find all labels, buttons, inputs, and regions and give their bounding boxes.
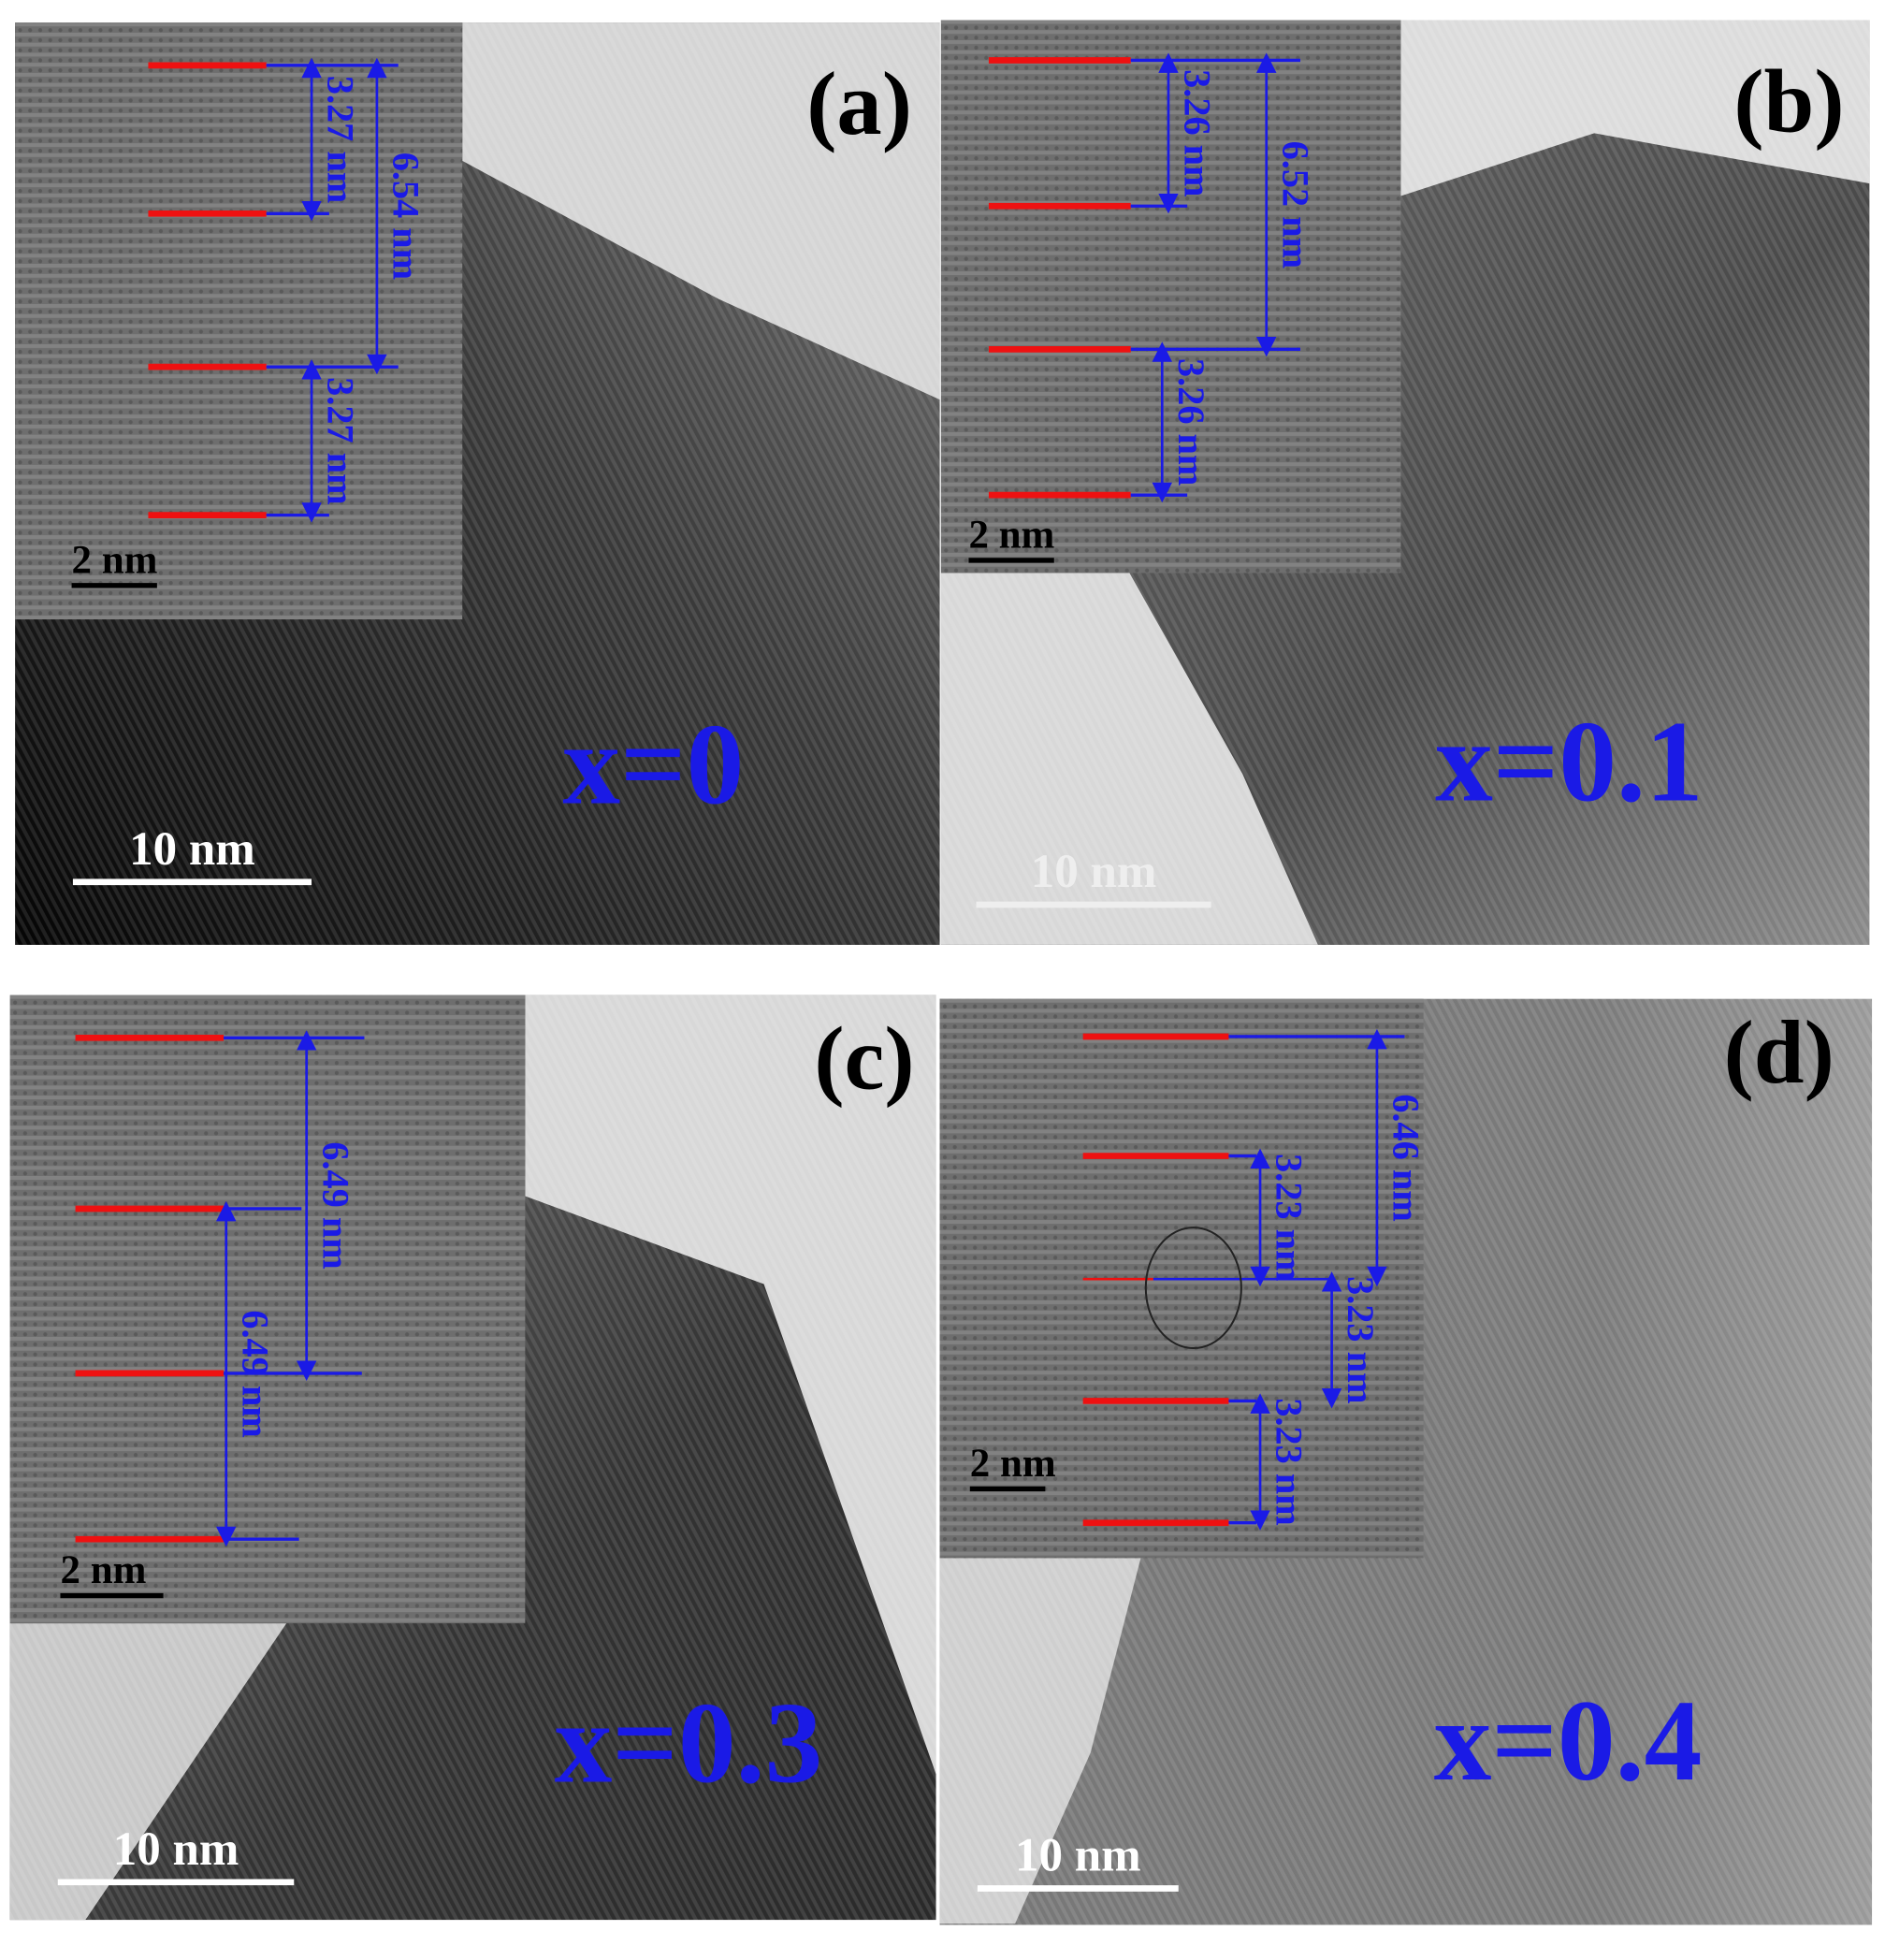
inset-lattice xyxy=(940,20,1401,573)
scale-label: 10 nm xyxy=(113,1823,239,1876)
inset-scale-label: 2 nm xyxy=(970,1442,1056,1486)
spacing-label: 6.52 nm xyxy=(1274,141,1316,269)
scale-label: 10 nm xyxy=(129,823,255,876)
spacing-label: 3.23 nm xyxy=(1269,1398,1311,1525)
spacing-label: 6.54 nm xyxy=(385,152,428,280)
spacing-label: 3.23 nm xyxy=(1269,1154,1311,1281)
inset-lattice xyxy=(9,995,526,1624)
defect-circle xyxy=(1144,1227,1242,1350)
inset-scale-label: 2 nm xyxy=(72,538,158,582)
panel: 3.27 nm 6.54 nm 3.27 nm 2 nm 10 nm (a) x=0 xyxy=(15,22,940,945)
composition-label: x=0 xyxy=(562,700,744,828)
composition-label: x=0.3 xyxy=(555,1679,823,1808)
composition-label: x=0.1 xyxy=(1435,698,1704,826)
scale-label: 10 nm xyxy=(1031,846,1157,898)
spacing-label: 3.27 nm xyxy=(320,377,362,504)
spacing-label: 3.27 nm xyxy=(320,76,362,203)
spacing-label: 6.49 nm xyxy=(234,1310,276,1437)
panel-label: (c) xyxy=(814,1009,914,1109)
panel-label: (b) xyxy=(1733,51,1844,151)
inset-lattice xyxy=(15,22,463,620)
spacing-label: 3.23 nm xyxy=(1340,1276,1382,1403)
panel: 6.46 nm 3.23 nm 3.23 nm 3.23 nm 2 nm 10 nm (d)… xyxy=(939,998,1873,1925)
panel: 6.49 nm 6.49 nm 2 nm 10 nm (c) x=0.3 xyxy=(9,995,936,1921)
spacing-label: 3.26 nm xyxy=(1177,69,1219,196)
panel-label: (a) xyxy=(806,53,912,153)
panel: 3.26 nm 6.52 nm 3.26 nm 2 nm 10 nm (b) x=0.1 xyxy=(940,20,1870,945)
composition-label: x=0.4 xyxy=(1434,1677,1703,1805)
inset-scale-label: 2 nm xyxy=(60,1548,146,1592)
inset-scale-label: 2 nm xyxy=(968,514,1054,558)
spacing-label: 6.46 nm xyxy=(1385,1094,1428,1221)
panel-label: (d) xyxy=(1724,1002,1834,1102)
spacing-label: 3.26 nm xyxy=(1170,358,1212,486)
spacing-label: 6.49 nm xyxy=(314,1141,356,1269)
scale-label: 10 nm xyxy=(1015,1830,1141,1882)
